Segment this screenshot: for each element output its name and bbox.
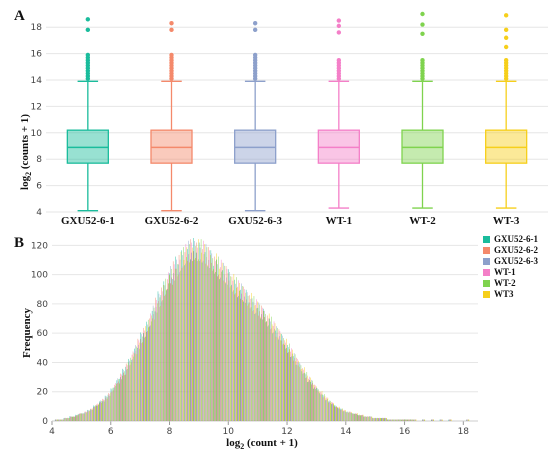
category-label: GXU52-6-3 [228, 215, 282, 227]
box-gxu52-6-3 [234, 21, 277, 212]
category-label: WT-3 [493, 215, 520, 227]
panel-b-y-tick-label: 120 [31, 241, 48, 251]
panel-a-boxplot: A 4 6 8 10 12 14 16 18 log2 (counts + 1) GXU52-… [14, 8, 548, 227]
legend-swatch [483, 247, 490, 254]
panel-b-y-tick-label: 100 [31, 271, 48, 281]
legend-item: GXU52-6-1 [483, 234, 538, 244]
legend-label: GXU52-6-1 [494, 234, 538, 244]
panel-a-y-tick-label: 8 [36, 155, 42, 165]
panel-b-y-tick-label: 40 [37, 358, 49, 368]
panel-b-grid [52, 244, 478, 393]
panel-b-y-tick-label: 60 [37, 329, 49, 339]
outlier-point [503, 27, 509, 33]
panel-b-label: B [14, 235, 24, 251]
panel-a-label: A [14, 8, 25, 24]
panel-b-x-tick-label: 12 [281, 427, 292, 437]
outlier-point [169, 52, 174, 58]
outlier-point [503, 13, 509, 18]
panel-b-x-tick-label: 14 [340, 427, 352, 437]
legend-item: WT-2 [483, 278, 516, 288]
panel-a-boxes [66, 11, 528, 212]
panel-b-x-ticks: 4 6 8 10 12 14 16 18 [49, 421, 469, 437]
legend-item: WT3 [483, 289, 514, 299]
outlier-point [420, 11, 425, 17]
category-label: WT-2 [409, 215, 436, 227]
outlier-point [252, 52, 258, 58]
panel-b-x-tick-label: 10 [223, 427, 235, 437]
outlier-point [85, 17, 91, 22]
legend-item: GXU52-6-2 [483, 245, 538, 255]
box-wt-2 [401, 11, 444, 209]
box-wt-3 [485, 13, 528, 209]
legend-swatch [483, 280, 490, 287]
panel-b-x-axis-title: log2 (count + 1) [226, 437, 298, 451]
category-label: GXU52-6-2 [145, 215, 199, 227]
panel-a-y-ticks: 4 6 8 10 12 14 16 18 [31, 23, 43, 218]
panel-a-y-tick-label: 4 [36, 208, 42, 218]
panel-b-y-axis-title: Frequency [21, 308, 33, 358]
panel-b-x-tick-label: 18 [458, 427, 470, 437]
panel-b-x-tick-label: 4 [49, 427, 55, 437]
box-gxu52-6-1 [66, 17, 109, 212]
outlier-point [420, 58, 425, 63]
outlier-point [169, 21, 174, 26]
outlier-point [252, 27, 258, 33]
panel-b-bars [54, 238, 470, 421]
legend-item: WT-1 [483, 267, 516, 277]
category-label: GXU52-6-1 [61, 215, 115, 227]
outlier-point [503, 58, 509, 63]
panel-a-y-tick-label: 18 [31, 23, 43, 33]
outlier-point [252, 21, 258, 26]
outlier-point [336, 58, 342, 63]
outlier-point [503, 44, 509, 50]
outlier-point [85, 52, 91, 58]
legend-swatch [483, 269, 490, 276]
outlier-point [420, 22, 425, 27]
outlier-point [420, 31, 425, 36]
panel-b-x-tick-label: 16 [399, 427, 411, 437]
panel-b-y-tick-label: 0 [42, 417, 48, 427]
legend-label: GXU52-6-2 [494, 245, 538, 255]
panel-b-x-tick-label: 8 [167, 427, 173, 437]
outlier-point [169, 27, 174, 33]
panel-a-y-tick-label: 16 [31, 50, 43, 60]
panel-a-y-tick-label: 10 [31, 129, 43, 139]
box-wt-1 [317, 18, 360, 209]
panel-b-x-tick-label: 6 [108, 427, 114, 437]
legend-label: WT3 [494, 289, 514, 299]
panel-b-y-tick-label: 80 [37, 300, 49, 310]
legend-item: GXU52-6-3 [483, 256, 538, 266]
panel-b-y-ticks: 0 20 40 60 80 100 120 [31, 241, 48, 427]
panel-a-y-tick-label: 14 [31, 76, 43, 86]
legend-swatch [483, 236, 490, 243]
outlier-point [336, 23, 342, 29]
legend-label: WT-2 [494, 278, 516, 288]
outlier-point [336, 18, 342, 23]
panel-a-category-labels: GXU52-6-1 GXU52-6-2 GXU52-6-3 WT-1 WT-2 WT-3 [61, 215, 520, 227]
legend-swatch [483, 291, 490, 298]
outlier-point [503, 35, 509, 40]
outlier-point [336, 30, 342, 35]
legend-label: WT-1 [494, 267, 516, 277]
outlier-point [85, 27, 91, 33]
box-gxu52-6-2 [150, 21, 193, 212]
category-label: WT-1 [326, 215, 353, 227]
legend-swatch [483, 258, 490, 265]
panel-b-histogram: B 0 20 40 60 80 100 120 4 6 8 10 12 14 16 18 Frequenc… [14, 234, 538, 451]
panel-a-y-tick-label: 12 [31, 102, 42, 112]
panel-a-grid [46, 26, 548, 213]
panel-b-y-tick-label: 20 [37, 388, 49, 398]
panel-a-y-tick-label: 6 [36, 182, 42, 192]
panel-a-y-axis-title: log2 (counts + 1) [19, 114, 33, 190]
legend-label: GXU52-6-3 [494, 256, 538, 266]
